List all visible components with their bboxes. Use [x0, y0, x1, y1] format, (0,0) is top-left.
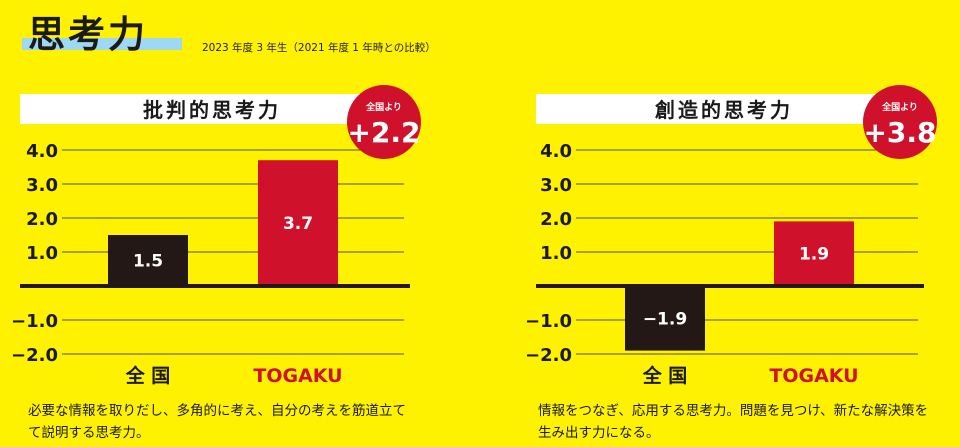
category-label: 全 国	[642, 364, 688, 387]
badge-caption: 全国より	[881, 101, 918, 113]
y-tick-label: −1.0	[525, 311, 572, 332]
bar	[625, 286, 705, 351]
difference-badge: 全国より +2.2	[347, 85, 421, 159]
y-tick-label: 4.0	[540, 141, 572, 162]
y-tick-label: 1.0	[540, 243, 572, 264]
y-tick-label: 3.0	[26, 175, 58, 196]
category-label: TOGAKU	[769, 365, 858, 387]
y-axis: 4.0 3.0 2.0 1.0 −1.0 −2.0	[525, 141, 572, 366]
page-title: 思考力	[28, 13, 148, 56]
y-tick-label: −1.0	[11, 311, 58, 332]
category-label: TOGAKU	[253, 365, 342, 387]
difference-badge: 全国より +3.8	[863, 85, 937, 159]
bar	[258, 160, 338, 286]
x-axis: 全 国 TOGAKU	[642, 364, 859, 387]
badge-caption: 全国より	[365, 101, 402, 113]
page-subtitle: 2023 年度 3 年生（2021 年度 1 年時との比較）	[202, 42, 436, 54]
grid-lines	[576, 149, 918, 355]
chart-title: 創造的思考力	[654, 98, 793, 122]
y-axis: 4.0 3.0 2.0 1.0 −1.0 −2.0	[11, 141, 58, 366]
description-critical-thinking: 必要な情報を取りだし、多角的に考え、自分の考えを筋道立てて説明する思考力。	[28, 403, 406, 441]
category-label: 全 国	[125, 364, 171, 387]
badge-value: +2.2	[347, 116, 420, 149]
bar	[108, 235, 188, 286]
title-highlight	[22, 38, 182, 50]
x-axis: 全 国 TOGAKU	[125, 364, 343, 387]
bar	[774, 221, 854, 286]
y-tick-label: −2.0	[525, 345, 572, 366]
chart-title-bar	[536, 94, 920, 124]
chart-title-bar	[20, 94, 404, 124]
bar-value-label: 3.7	[283, 214, 313, 234]
chart-title: 批判的思考力	[143, 98, 281, 122]
y-tick-label: 1.0	[26, 243, 58, 264]
y-tick-label: 2.0	[540, 209, 572, 230]
y-tick-label: 3.0	[540, 175, 572, 196]
y-tick-label: 4.0	[26, 141, 58, 162]
chart-critical-thinking: 批判的思考力 4.0 3.0 2.0 1.0 −1.0 −2.0 1.5 3.7 全 国 TO…	[11, 85, 421, 387]
description-creative-thinking: 情報をつなぎ、応用する思考力。問題を見つけ、新たな解決策を生み出す力になる。	[538, 403, 929, 441]
chart-creative-thinking: 創造的思考力 4.0 3.0 2.0 1.0 −1.0 −2.0 −1.9 1.9 全 国 T…	[525, 85, 937, 387]
bar-value-label: 1.9	[799, 245, 829, 265]
bars: −1.9 1.9	[625, 221, 854, 351]
bars: 1.5 3.7	[108, 160, 338, 286]
badge-value: +3.8	[863, 116, 936, 149]
y-tick-label: 2.0	[26, 209, 58, 230]
bar-value-label: −1.9	[643, 309, 687, 329]
badge-circle	[347, 85, 421, 159]
y-tick-label: −2.0	[11, 345, 58, 366]
bar-value-label: 1.5	[133, 252, 163, 272]
badge-circle	[863, 85, 937, 159]
